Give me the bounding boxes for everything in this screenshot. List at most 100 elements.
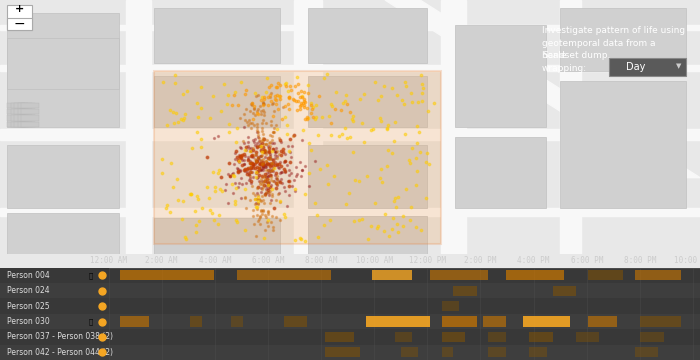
Point	[262, 187, 274, 193]
Text: 10:00 AM: 10:00 AM	[356, 256, 393, 265]
Point	[398, 101, 409, 107]
Point	[286, 143, 297, 149]
Point	[241, 87, 252, 93]
Point	[338, 100, 349, 106]
Point	[296, 88, 307, 94]
Point	[265, 219, 276, 225]
Point	[270, 197, 281, 203]
Point	[265, 160, 276, 166]
Point	[383, 122, 394, 128]
Point	[279, 168, 290, 174]
Point	[265, 160, 276, 166]
Point	[247, 163, 258, 169]
Point	[256, 144, 267, 150]
Point	[421, 150, 432, 156]
Point	[412, 168, 423, 174]
Point	[250, 112, 261, 118]
Point	[232, 157, 244, 163]
Point	[314, 94, 325, 99]
Point	[299, 99, 310, 104]
Text: ▼: ▼	[676, 64, 682, 69]
Point	[240, 105, 251, 111]
Point	[248, 145, 259, 151]
Point	[267, 165, 279, 171]
Point	[234, 168, 246, 174]
Point	[267, 100, 279, 106]
Point	[246, 125, 257, 131]
Point	[270, 85, 281, 90]
Point	[246, 160, 257, 166]
Point	[244, 177, 255, 183]
Point	[252, 201, 263, 206]
Point	[256, 185, 267, 191]
Point	[266, 118, 277, 124]
Point	[386, 226, 398, 231]
Point	[411, 156, 422, 161]
Point	[262, 180, 274, 186]
Point	[239, 166, 251, 172]
Point	[171, 110, 182, 116]
Point	[260, 149, 272, 155]
Point	[234, 154, 246, 160]
Point	[265, 163, 276, 168]
Point	[251, 158, 262, 164]
Point	[282, 203, 293, 209]
Point	[239, 148, 251, 153]
Point	[251, 159, 262, 165]
Bar	[7, 38, 119, 89]
Point	[258, 109, 270, 114]
Point	[258, 159, 269, 165]
Point	[393, 194, 404, 200]
Point	[267, 168, 279, 174]
Point	[272, 179, 283, 185]
Text: 8:00 AM: 8:00 AM	[305, 256, 337, 265]
Point	[248, 122, 260, 128]
Point	[244, 148, 256, 154]
Text: 2:00 AM: 2:00 AM	[146, 256, 178, 265]
Point	[233, 158, 244, 164]
Point	[274, 93, 286, 99]
Bar	[634, 347, 658, 357]
Point	[266, 213, 277, 219]
Point	[253, 156, 265, 162]
Point	[298, 127, 309, 132]
Text: 📍: 📍	[89, 318, 93, 325]
Point	[265, 177, 276, 183]
Point	[256, 207, 267, 213]
Point	[229, 198, 240, 204]
Point	[239, 194, 251, 200]
Bar	[0, 267, 700, 283]
Point	[267, 130, 278, 135]
Point	[251, 165, 262, 170]
Point	[424, 161, 435, 167]
Point	[215, 174, 226, 180]
Point	[167, 109, 178, 115]
Point	[278, 184, 289, 190]
Point	[252, 168, 263, 174]
Point	[302, 90, 313, 96]
Point	[263, 148, 274, 154]
Point	[280, 81, 291, 87]
Point	[258, 112, 269, 118]
Point	[235, 78, 246, 84]
Point	[297, 137, 308, 143]
Point	[278, 146, 289, 152]
Bar	[634, 270, 681, 280]
Point	[257, 101, 268, 107]
Point	[244, 167, 256, 172]
Point	[230, 185, 241, 191]
Point	[250, 196, 261, 202]
Point	[262, 223, 274, 229]
Point	[244, 117, 255, 122]
Point	[370, 200, 381, 206]
Bar	[21, 103, 38, 108]
Bar	[372, 270, 412, 280]
Point	[265, 163, 276, 168]
Point	[259, 176, 270, 182]
Point	[284, 159, 295, 165]
Point	[283, 107, 294, 112]
Point	[288, 177, 299, 183]
Bar	[560, 81, 686, 208]
Point	[259, 149, 270, 154]
Point	[239, 152, 250, 157]
